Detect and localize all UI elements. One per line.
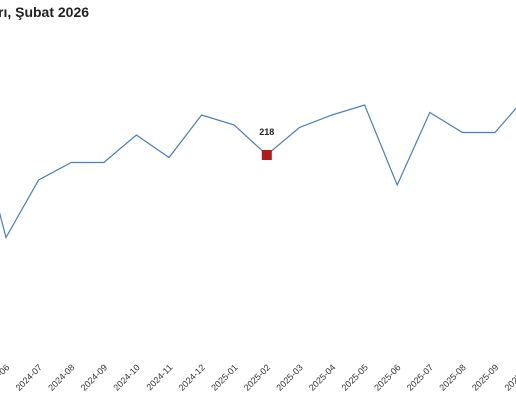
x-tick-label: 2025-03 (274, 362, 304, 392)
x-tick-label: 2025-02 (242, 362, 272, 392)
x-tick-label: 2024-06 (0, 362, 11, 392)
x-tick-label: 2024-07 (14, 362, 44, 392)
x-tick-label: 2025-04 (307, 362, 337, 392)
x-tick-label: 2024-11 (144, 362, 174, 392)
x-tick-label: 2025-06 (372, 362, 402, 392)
x-tick-label: 2025-09 (470, 362, 500, 392)
x-tick-label: 2024-08 (46, 362, 76, 392)
x-tick-label: 2025-08 (437, 362, 467, 392)
x-tick-label: 2024-10 (111, 362, 141, 392)
x-tick-label: 2024-09 (79, 362, 109, 392)
line (0, 104, 516, 240)
data-label: 218 (259, 127, 274, 137)
x-tick-label: 2025-05 (340, 362, 370, 392)
highlight-marker (261, 150, 272, 160)
x-tick-label: 2025-01 (209, 362, 239, 392)
x-tick-label: 2024-12 (177, 362, 207, 392)
x-tick-label: 2025-07 (405, 362, 435, 392)
chart-title: rı, Şubat 2026 (0, 4, 89, 20)
x-tick-label: 2025-10 (503, 362, 516, 392)
